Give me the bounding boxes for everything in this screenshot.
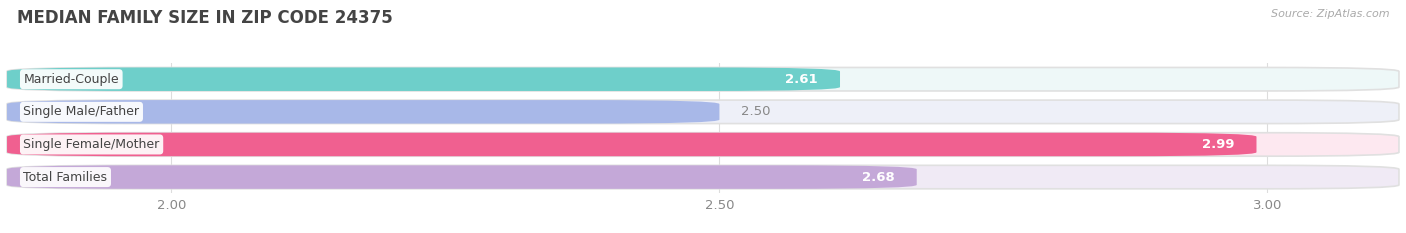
Text: Single Male/Father: Single Male/Father: [24, 105, 139, 118]
Text: Single Female/Mother: Single Female/Mother: [24, 138, 160, 151]
FancyBboxPatch shape: [7, 100, 1399, 123]
FancyBboxPatch shape: [7, 68, 839, 91]
Text: Total Families: Total Families: [24, 171, 107, 184]
FancyBboxPatch shape: [7, 68, 1399, 91]
Text: 2.50: 2.50: [741, 105, 770, 118]
Text: 2.68: 2.68: [862, 171, 894, 184]
Text: Source: ZipAtlas.com: Source: ZipAtlas.com: [1271, 9, 1389, 19]
FancyBboxPatch shape: [7, 165, 917, 189]
FancyBboxPatch shape: [7, 133, 1257, 156]
FancyBboxPatch shape: [7, 165, 1399, 189]
Text: 2.61: 2.61: [786, 73, 818, 86]
Text: 2.99: 2.99: [1202, 138, 1234, 151]
Text: MEDIAN FAMILY SIZE IN ZIP CODE 24375: MEDIAN FAMILY SIZE IN ZIP CODE 24375: [17, 9, 392, 27]
FancyBboxPatch shape: [7, 133, 1399, 156]
Text: Married-Couple: Married-Couple: [24, 73, 120, 86]
FancyBboxPatch shape: [7, 100, 720, 123]
